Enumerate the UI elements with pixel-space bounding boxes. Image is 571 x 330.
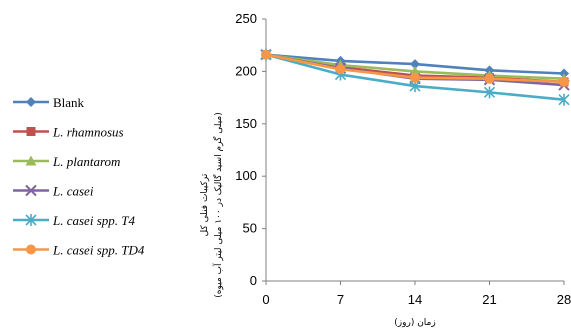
legend-item-3: L. plantarom — [13, 154, 120, 169]
y-axis-title: ترکیبات فنلی کل — [200, 173, 210, 236]
legend-item-5: L. casei spp. T4 — [13, 213, 135, 228]
series-layer — [260, 48, 570, 106]
y-tick-label: 150 — [235, 116, 257, 131]
x-axis-title: زمان (روز) — [394, 318, 435, 328]
x-axis: 0 7 14 21 28 — [262, 280, 571, 307]
legend-marker — [26, 244, 36, 255]
data-point — [410, 59, 420, 70]
legend-marker — [25, 184, 37, 197]
data-point — [484, 73, 495, 84]
y-axis-title-group: ترکیبات فنلی کل (میلی گرم اسید گالیک در … — [200, 112, 224, 298]
y-axis: 0 50 100 150 200 250 — [235, 11, 267, 288]
y-tick-label: 250 — [235, 11, 257, 26]
legend-label: L. casei spp. TD4 — [52, 243, 145, 258]
legend-label: L. rhamnosus — [52, 125, 124, 140]
legend-item-6: L. casei spp. TD4 — [13, 243, 145, 258]
legend: Blank L. rhamnosus L. plantarom L. casei L. … — [13, 95, 145, 258]
legend-item-1: Blank — [13, 95, 85, 110]
y-tick-label: 200 — [235, 63, 257, 78]
legend-marker — [25, 214, 37, 226]
data-point — [559, 76, 569, 87]
x-tick-label: 14 — [408, 292, 422, 307]
legend-item-2: L. rhamnosus — [13, 125, 124, 140]
legend-item-4: L. casei — [13, 184, 94, 199]
y-tick-label: 100 — [235, 168, 257, 183]
x-tick-label: 28 — [557, 292, 571, 307]
legend-label: L. casei — [52, 184, 94, 199]
x-tick-label: 7 — [337, 292, 344, 307]
legend-marker — [26, 97, 36, 107]
x-tick-label: 0 — [262, 292, 269, 307]
legend-marker — [25, 155, 37, 166]
data-point — [335, 64, 346, 75]
y-tick-label: 50 — [243, 221, 257, 236]
legend-label: L. plantarom — [52, 154, 120, 169]
legend-label: L. casei spp. T4 — [52, 213, 135, 228]
data-point — [409, 65, 421, 76]
data-point — [483, 86, 496, 99]
data-point — [558, 93, 570, 106]
series-6 — [261, 49, 569, 87]
data-point — [261, 49, 271, 60]
y-axis-subtitle: (میلی گرم اسید گالیک در ۱۰۰ میلی لیتر آب… — [212, 112, 224, 298]
legend-marker — [26, 127, 36, 136]
data-point — [410, 72, 420, 83]
legend-label: Blank — [53, 95, 85, 110]
y-tick-label: 0 — [250, 273, 257, 288]
x-tick-label: 21 — [482, 292, 496, 307]
